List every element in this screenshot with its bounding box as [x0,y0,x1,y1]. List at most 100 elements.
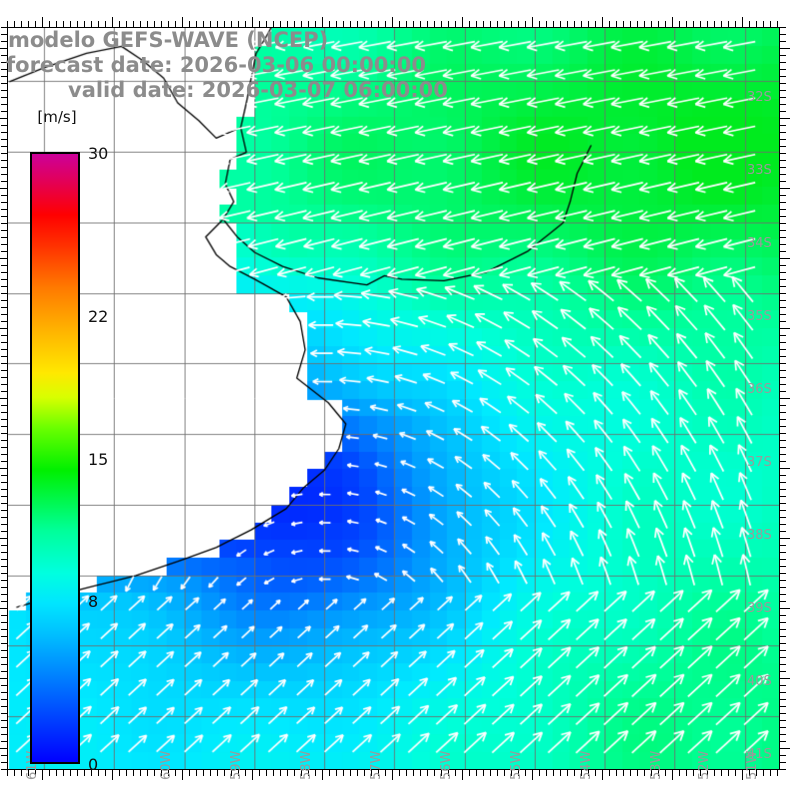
tickmark [1,692,7,693]
lon-label-58W: 58W [299,750,314,780]
tickmark [595,21,596,27]
tickmark [273,21,274,27]
tickmark [245,21,246,27]
tickmark [756,21,757,27]
tickmark [780,489,786,490]
tickmark [287,21,288,27]
tickmark [1,657,7,658]
tickmark [1,699,7,700]
lon-label-56W: 56W [439,750,454,780]
tickmark [231,21,232,27]
tickmark [0,468,7,469]
tickmark [21,770,22,776]
tickmark [217,770,218,776]
tickmark [189,21,190,27]
lat-label-38S: 38S [747,528,772,543]
tickmark [1,146,7,147]
tickmark [780,69,786,70]
tickmark [238,21,239,27]
tickmark [294,770,295,776]
tickmark [0,678,7,679]
tickmark [567,21,568,27]
tickmark [1,755,7,756]
tickmark [448,21,449,27]
tickmark [780,755,786,756]
tickmark [780,650,786,651]
wind-speed-heatmap-canvas[interactable] [8,28,779,769]
lon-label-57W: 57W [369,750,384,780]
tickmark [1,27,7,28]
tickmark [780,538,790,539]
map-plot-frame[interactable] [7,27,780,770]
tickmark [1,90,7,91]
tickmark [399,770,400,776]
tickmark [308,770,309,776]
tickmark [371,770,372,776]
tickmark [1,160,7,161]
tickmark [0,398,7,399]
tickmark [91,21,92,27]
tickmark [266,21,267,27]
tickmark [154,770,155,776]
tickmark [385,21,386,27]
tickmark [126,770,127,776]
tickmark [780,153,786,154]
tickmark [780,83,786,84]
tickmark [609,21,610,27]
tickmark [1,643,7,644]
tickmark [0,328,7,329]
tickmark [700,21,701,27]
tickmark [112,17,113,27]
tickmark [161,21,162,27]
tickmark [112,770,113,780]
tickmark [780,580,786,581]
tickmark [434,770,435,776]
tickmark [763,770,764,776]
tickmark [742,17,743,27]
tickmark [560,21,561,27]
tickmark [518,21,519,27]
tickmark [780,398,790,399]
tickmark [1,321,7,322]
tickmark [1,41,7,42]
tickmark [780,272,786,273]
tickmark [780,545,786,546]
tickmark [28,21,29,27]
tickmark [1,559,7,560]
tickmark [497,21,498,27]
tickmark [49,21,50,27]
tickmark [679,770,680,776]
tickmark [1,286,7,287]
tickmark [780,335,786,336]
tickmark [315,770,316,776]
tickmark [1,713,7,714]
tickmark [707,21,708,27]
tickmark [1,545,7,546]
tickmark [1,489,7,490]
tickmark [780,160,786,161]
tickmark [780,55,786,56]
tickmark [780,90,786,91]
tickmark [1,734,7,735]
tickmark [1,244,7,245]
lon-label-51W: 51W [745,750,760,780]
tickmark [780,314,786,315]
tickmark [343,21,344,27]
tickmark [1,349,7,350]
tickmark [1,237,7,238]
tickmark [420,770,421,776]
tickmark [539,21,540,27]
tickmark [777,770,778,776]
tickmark [780,356,786,357]
tickmark [70,21,71,27]
tickmark [350,770,351,776]
tickmark [98,770,99,776]
tickmark [1,62,7,63]
tickmark [49,770,50,776]
tickmark [441,21,442,27]
tickmark [504,770,505,776]
tickmark [336,21,337,27]
tickmark [413,770,414,776]
tickmark [780,258,790,259]
tickmark [686,770,687,776]
